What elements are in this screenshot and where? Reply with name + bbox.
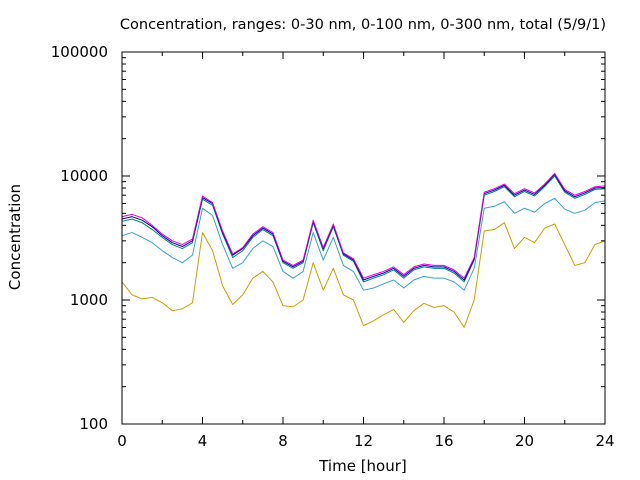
y-tick-label: 100000 xyxy=(51,43,108,61)
series-layer xyxy=(121,172,606,329)
y-tick-label: 10000 xyxy=(60,167,108,185)
x-tick-label: 16 xyxy=(434,432,453,450)
x-tick-label: 20 xyxy=(515,432,534,450)
x-tick-label: 4 xyxy=(198,432,208,450)
series-line-1 xyxy=(121,197,606,291)
ticks-layer: 0 4 8 12 16 20 24 100 1000 10000 100000 xyxy=(51,43,615,450)
plot-frame xyxy=(121,51,606,425)
series-line-3 xyxy=(121,173,606,281)
series-line-0 xyxy=(121,222,606,329)
x-tick-label: 12 xyxy=(354,432,373,450)
x-tick-label: 8 xyxy=(278,432,288,450)
y-axis-label: Concentration xyxy=(6,184,24,290)
y-tick-label: 100 xyxy=(79,415,108,433)
x-tick-label: 24 xyxy=(595,432,614,450)
chart-title: Concentration, ranges: 0-30 nm, 0-100 nm… xyxy=(120,17,606,33)
y-tick-label: 1000 xyxy=(70,291,108,309)
x-axis-label: Time [hour] xyxy=(318,457,407,475)
series-line-4 xyxy=(121,172,606,279)
x-tick-label: 0 xyxy=(117,432,127,450)
